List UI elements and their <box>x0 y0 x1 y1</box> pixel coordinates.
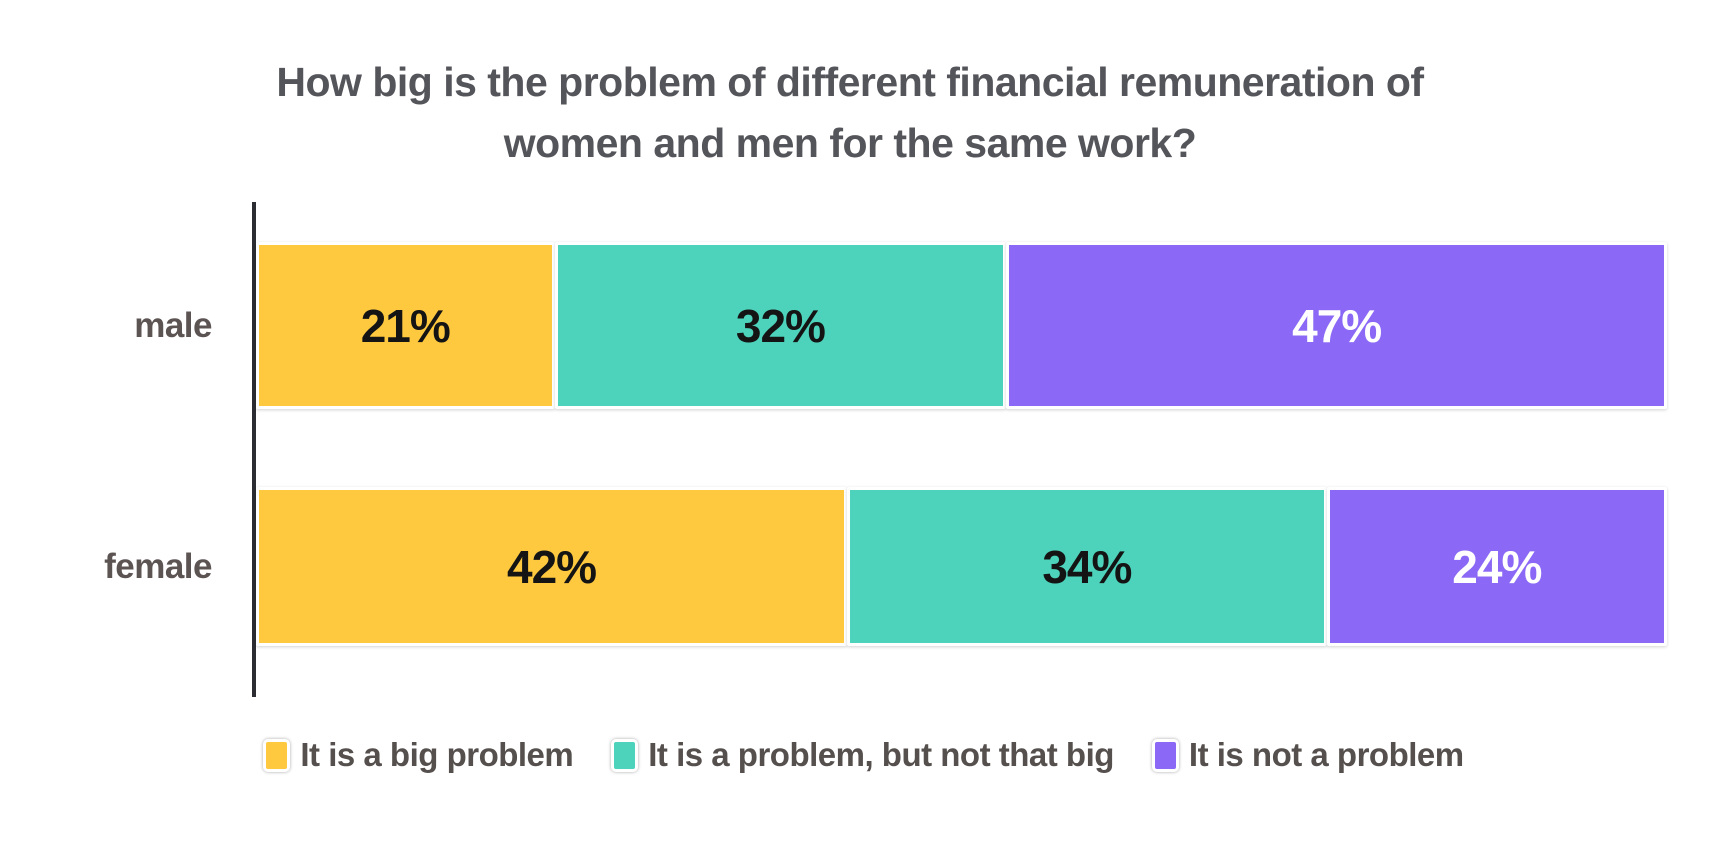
bar-row-female: 42% 34% 24% <box>256 487 1667 646</box>
category-label-male: male <box>134 306 212 345</box>
chart-title-line-2: women and men for the same work? <box>503 120 1197 166</box>
legend-swatch-big-problem-icon <box>263 738 291 772</box>
legend-label-not-a-problem: It is not a problem <box>1188 736 1464 773</box>
bar-segment-female-big-problem: 42% <box>256 487 848 646</box>
legend-swatch-not-a-problem-icon <box>1151 738 1179 772</box>
bar-segment-female-problem-not-big: 34% <box>847 487 1327 646</box>
chart-title: How big is the problem of different fina… <box>0 52 1700 174</box>
legend-item-problem-not-big: It is a problem, but not that big <box>611 736 1114 774</box>
category-label-female: female <box>104 547 212 586</box>
legend-swatch-problem-not-big-icon <box>611 738 639 772</box>
legend-item-not-a-problem: It is not a problem <box>1151 736 1464 774</box>
legend-label-problem-not-big: It is a problem, but not that big <box>648 736 1114 773</box>
bar-segment-male-problem-not-big: 32% <box>554 242 1007 409</box>
legend: It is a big problem It is a problem, but… <box>0 722 1727 788</box>
legend-item-big-problem: It is a big problem <box>263 736 574 774</box>
bar-segment-male-big-problem: 21% <box>256 242 555 409</box>
bar-segment-female-not-a-problem: 24% <box>1326 487 1667 646</box>
y-axis-line <box>252 202 256 697</box>
bar-segment-male-not-a-problem: 47% <box>1006 242 1667 409</box>
bar-row-male: 21% 32% 47% <box>256 242 1667 409</box>
legend-label-big-problem: It is a big problem <box>300 736 574 773</box>
chart-title-line-1: How big is the problem of different fina… <box>276 59 1424 105</box>
